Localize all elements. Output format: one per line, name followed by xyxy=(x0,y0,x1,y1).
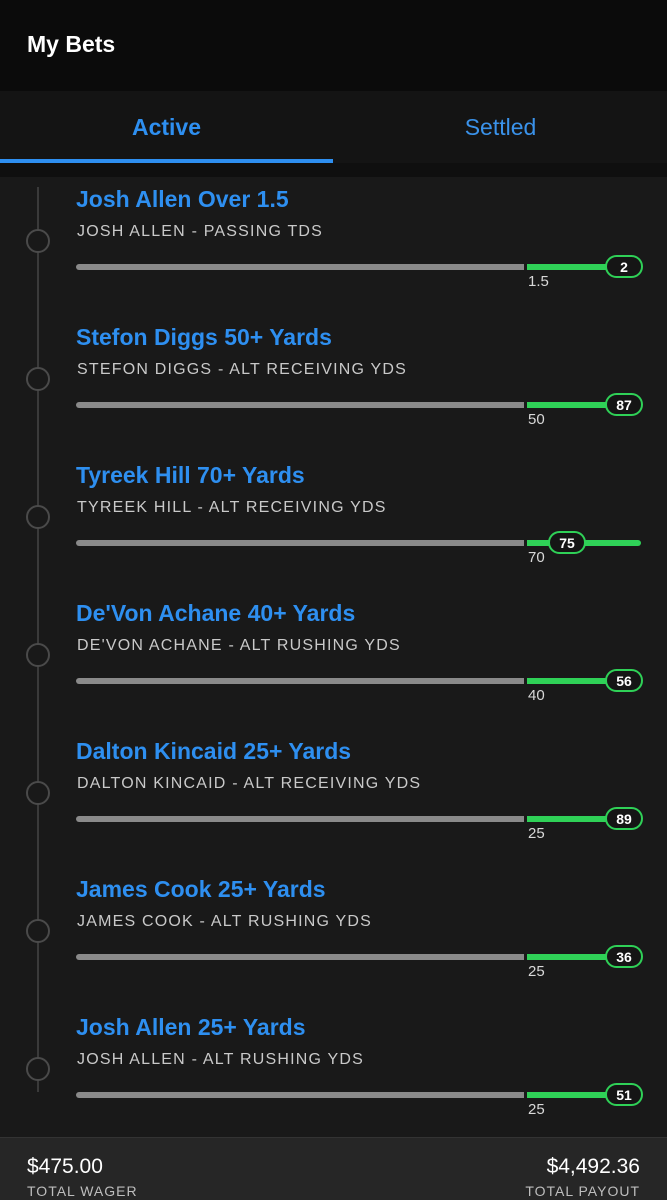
status-dot-icon xyxy=(26,505,50,529)
total-payout-label: TOTAL PAYOUT xyxy=(525,1183,640,1199)
current-value-badge: 75 xyxy=(548,531,586,554)
bet-leg[interactable]: De'Von Achane 40+ Yards DE'VON ACHANE - … xyxy=(0,591,667,729)
status-dot-icon xyxy=(26,367,50,391)
progress-fill xyxy=(527,1092,637,1098)
target-line-label: 25 xyxy=(528,825,545,842)
bet-leg[interactable]: Stefon Diggs 50+ Yards STEFON DIGGS - AL… xyxy=(0,315,667,453)
progress-fill xyxy=(527,816,637,822)
bet-title[interactable]: Tyreek Hill 70+ Yards xyxy=(76,462,305,488)
current-value-badge: 56 xyxy=(605,669,643,692)
progress-track xyxy=(76,816,524,822)
target-line-label: 70 xyxy=(528,549,545,566)
current-value-badge: 89 xyxy=(605,807,643,830)
bet-leg[interactable]: Josh Allen Over 1.5 JOSH ALLEN - PASSING… xyxy=(0,177,667,315)
progress-fill xyxy=(527,402,637,408)
bet-title[interactable]: Josh Allen Over 1.5 xyxy=(76,186,289,212)
bet-subtitle: JOSH ALLEN - ALT RUSHING YDS xyxy=(77,1051,365,1068)
target-line-label: 25 xyxy=(528,1101,545,1118)
bet-title[interactable]: James Cook 25+ Yards xyxy=(76,876,326,902)
bet-subtitle: STEFON DIGGS - ALT RECEIVING YDS xyxy=(77,361,408,378)
bet-list[interactable]: Josh Allen Over 1.5 JOSH ALLEN - PASSING… xyxy=(0,177,667,1137)
page-title: My Bets xyxy=(27,31,116,57)
target-line-label: 1.5 xyxy=(528,273,549,290)
divider xyxy=(0,163,667,177)
bet-leg[interactable]: Josh Allen 25+ Yards JOSH ALLEN - ALT RU… xyxy=(0,1005,667,1143)
timeline-line xyxy=(37,187,39,1092)
status-dot-icon xyxy=(26,781,50,805)
progress-track xyxy=(76,954,524,960)
target-line-label: 40 xyxy=(528,687,545,704)
progress-fill xyxy=(527,264,637,270)
total-wager-value: $475.00 xyxy=(27,1155,103,1178)
bet-title[interactable]: Dalton Kincaid 25+ Yards xyxy=(76,738,352,764)
progress-track xyxy=(76,678,524,684)
tab-active[interactable]: Active xyxy=(131,113,202,140)
status-dot-icon xyxy=(26,229,50,253)
progress-track xyxy=(76,264,524,270)
bet-leg[interactable]: James Cook 25+ Yards JAMES COOK - ALT RU… xyxy=(0,867,667,1005)
progress-track xyxy=(76,1092,524,1098)
bet-summary-footer: $475.00 TOTAL WAGER $4,492.36 TOTAL PAYO… xyxy=(0,1137,667,1200)
target-line-label: 50 xyxy=(528,411,545,428)
bet-subtitle: JOSH ALLEN - PASSING TDS xyxy=(77,223,324,240)
status-dot-icon xyxy=(26,919,50,943)
progress-track xyxy=(76,402,524,408)
status-dot-icon xyxy=(26,1057,50,1081)
current-value-badge: 36 xyxy=(605,945,643,968)
current-value-badge: 51 xyxy=(605,1083,643,1106)
bet-title[interactable]: Stefon Diggs 50+ Yards xyxy=(76,324,332,350)
active-tab-indicator xyxy=(0,159,333,163)
current-value-badge: 2 xyxy=(605,255,643,278)
target-line-label: 25 xyxy=(528,963,545,980)
progress-fill xyxy=(527,678,637,684)
tab-settled[interactable]: Settled xyxy=(464,113,537,140)
bet-title[interactable]: De'Von Achane 40+ Yards xyxy=(76,600,356,626)
bet-leg[interactable]: Dalton Kincaid 25+ Yards DALTON KINCAID … xyxy=(0,729,667,867)
total-payout-value: $4,492.36 xyxy=(546,1155,640,1178)
bet-subtitle: JAMES COOK - ALT RUSHING YDS xyxy=(77,913,372,930)
progress-track xyxy=(76,540,524,546)
bet-subtitle: TYREEK HILL - ALT RECEIVING YDS xyxy=(77,499,387,516)
bet-title[interactable]: Josh Allen 25+ Yards xyxy=(76,1014,306,1040)
bet-subtitle: DALTON KINCAID - ALT RECEIVING YDS xyxy=(77,775,422,792)
bet-leg[interactable]: Tyreek Hill 70+ Yards TYREEK HILL - ALT … xyxy=(0,453,667,591)
total-wager-label: TOTAL WAGER xyxy=(27,1183,138,1199)
top-bar: My Bets xyxy=(0,0,667,91)
bet-tabs: Active Settled xyxy=(0,91,667,163)
current-value-badge: 87 xyxy=(605,393,643,416)
status-dot-icon xyxy=(26,643,50,667)
progress-fill xyxy=(527,954,637,960)
bet-subtitle: DE'VON ACHANE - ALT RUSHING YDS xyxy=(77,637,401,654)
